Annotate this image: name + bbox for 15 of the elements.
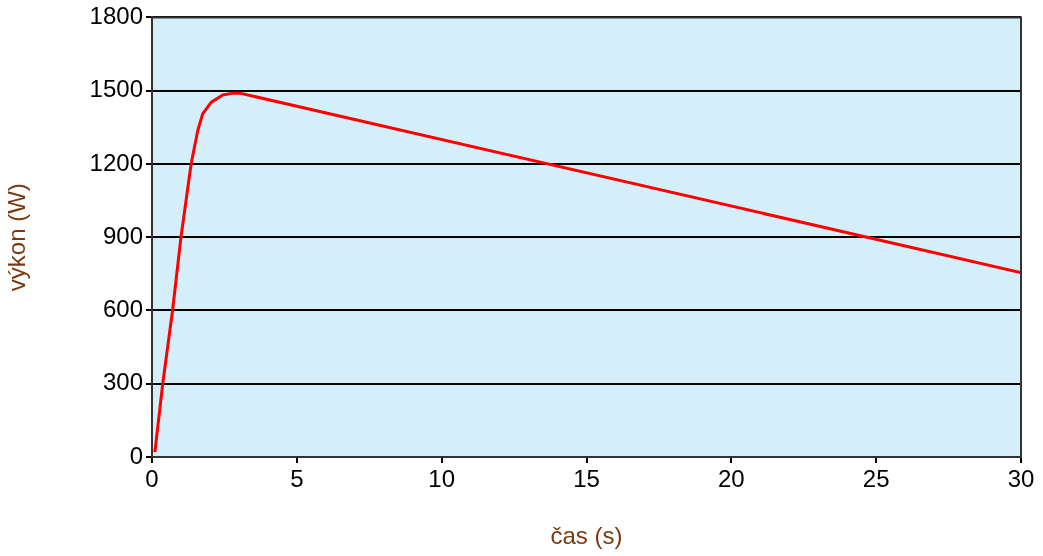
y-tick-label: 0 — [129, 441, 143, 469]
x-axis-title: čas (s) — [550, 522, 623, 550]
x-tick-label: 5 — [290, 465, 304, 493]
y-tick-label: 1200 — [89, 148, 143, 176]
y-tick-label: 900 — [102, 221, 143, 249]
x-tick-label: 15 — [573, 465, 600, 493]
y-tick-label: 1500 — [89, 75, 143, 103]
x-tick-label: 25 — [862, 465, 890, 493]
x-tick-label: 10 — [428, 465, 456, 493]
y-tick-label: 1800 — [89, 2, 143, 30]
x-tick-label: 20 — [717, 465, 745, 493]
y-axis-title: výkon (W) — [3, 183, 31, 292]
y-tick-label: 600 — [102, 295, 143, 323]
x-tick-label: 30 — [1007, 465, 1035, 493]
y-tick-label: 300 — [102, 368, 143, 396]
